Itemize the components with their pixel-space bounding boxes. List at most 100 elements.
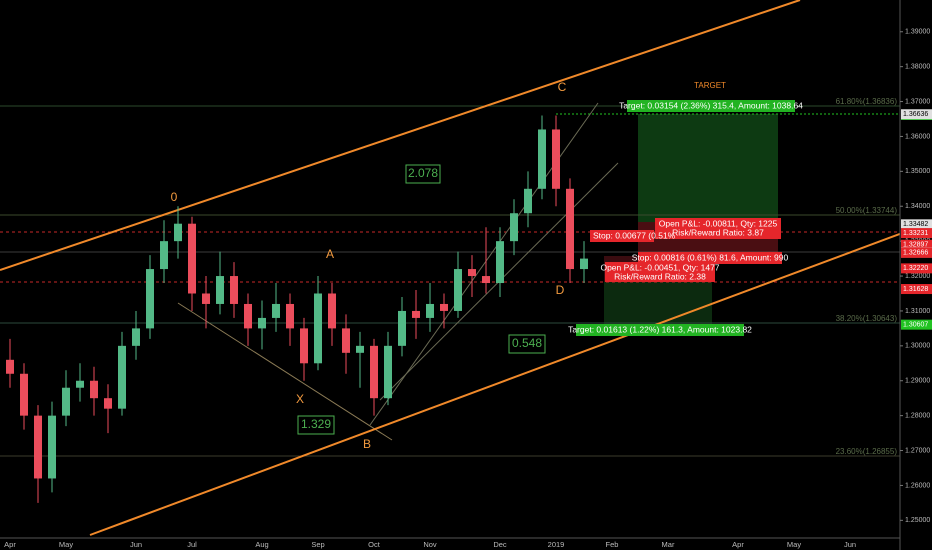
candle-body (342, 328, 350, 353)
position-label: Open P&L: -0.00811, Qty: 1225 (659, 218, 778, 228)
price-tag-label: 1.32666 (903, 250, 928, 257)
wave-label: A (326, 247, 334, 261)
candle-body (440, 303, 448, 311)
price-tag (901, 319, 932, 330)
label-box (576, 324, 744, 336)
candle-body (48, 415, 56, 479)
price-tag (901, 219, 932, 230)
price-axis (900, 0, 932, 550)
labels: 0 A X B C D 2.078 1.329 0.548 61.80%(1.3… (171, 80, 898, 456)
x-tick-label: Jul (187, 540, 197, 549)
plot-area (0, 0, 932, 536)
channel-line (0, 0, 801, 271)
candle-body (384, 345, 392, 399)
channel-line (89, 221, 932, 536)
candle-body (6, 359, 14, 374)
ratio-box (405, 164, 441, 184)
candle-body (118, 345, 126, 409)
candle-body (76, 380, 84, 388)
candle-body (496, 241, 504, 284)
y-tick-label: 1.38000 (905, 63, 930, 70)
y-tick-label: 1.29000 (905, 378, 930, 385)
candle-body (580, 258, 588, 270)
price-tag-label: 1.36636 (903, 111, 928, 118)
x-tick-label: Oct (368, 540, 381, 549)
ratio-label: 2.078 (408, 166, 438, 180)
x-tick-label: May (787, 540, 801, 549)
target-zone (638, 114, 778, 222)
label-box (627, 100, 795, 112)
label-box (655, 218, 781, 239)
x-tick-label: 2019 (548, 540, 565, 549)
y-tick-label: 1.27000 (905, 447, 930, 454)
wave-label: D (556, 283, 565, 297)
candle-body (510, 213, 518, 242)
x-tick-label: Mar (662, 540, 675, 549)
price-tag (901, 263, 932, 274)
candle-body (538, 129, 546, 189)
label-box (605, 262, 715, 282)
candle-body (104, 398, 112, 409)
price-tag (901, 239, 932, 250)
x-tick-label: Aug (255, 540, 268, 549)
candle-body (524, 188, 532, 214)
wave-label: 0 (171, 190, 178, 204)
position-label: Open P&L: -0.00451, Qty: 1477 (600, 262, 719, 272)
price-tag-label: 1.33231 (903, 230, 928, 237)
candle-body (188, 223, 196, 294)
price-tag-label: 1.31628 (903, 286, 928, 293)
ratio-box (297, 415, 335, 435)
x-tick-label: Apr (732, 540, 744, 549)
ratio-label: 1.329 (301, 417, 331, 431)
candle-body (552, 129, 560, 189)
candle-body (20, 373, 28, 416)
candle-body (160, 241, 168, 270)
candle-body (412, 310, 420, 318)
price-tag (901, 247, 932, 258)
candle-body (90, 380, 98, 399)
candle-body (566, 188, 574, 270)
x-tick-label: May (59, 540, 73, 549)
candle-body (300, 328, 308, 364)
candle-body (370, 345, 378, 399)
wave-label: X (296, 392, 304, 406)
y-tick-label: 1.26000 (905, 482, 930, 489)
pattern-line (369, 102, 599, 426)
candles (6, 115, 588, 503)
x-tick-label: Dec (493, 540, 507, 549)
position-label: Target: 0.03154 (2.36%) 315.4, Amount: 1… (619, 100, 803, 110)
candle-body (426, 303, 434, 318)
candle-body (62, 387, 70, 416)
y-tick-label: 1.32000 (905, 273, 930, 280)
price-tag-label: 1.32897 (903, 242, 928, 249)
price-tag-label: 1.32220 (903, 265, 928, 272)
candle-body (356, 345, 364, 353)
x-tick-label: Jun (130, 540, 142, 549)
wave-label: C (558, 80, 567, 94)
candle-body (272, 303, 280, 318)
y-tick-label: 1.25000 (905, 517, 930, 524)
fib-label: 50.00%(1.33744) (836, 206, 898, 215)
candle-body (244, 303, 252, 329)
candle-body (230, 276, 238, 304)
ratio-label: 0.548 (512, 336, 542, 350)
label-box (638, 252, 782, 264)
wave-label: B (363, 437, 371, 451)
candle-body (34, 415, 42, 479)
y-tick-label: 1.34000 (905, 203, 930, 210)
candle-body (258, 317, 266, 329)
target-zone (604, 282, 712, 324)
y-tick-label: 1.36000 (905, 133, 930, 140)
candle-body (398, 310, 406, 346)
price-tag-label: 1.33482 (903, 221, 928, 228)
y-tick-label: 1.30000 (905, 343, 930, 350)
candle-body (454, 269, 462, 311)
ratio-box (508, 334, 546, 354)
candle-body (216, 276, 224, 304)
candle-body (314, 293, 322, 364)
price-tag (901, 228, 932, 239)
position-label: Target: 0.01613 (1.22%) 161.3, Amount: 1… (568, 324, 752, 334)
price-tag (901, 109, 932, 120)
target-label: TARGET (694, 81, 726, 90)
candle-body (468, 269, 476, 277)
